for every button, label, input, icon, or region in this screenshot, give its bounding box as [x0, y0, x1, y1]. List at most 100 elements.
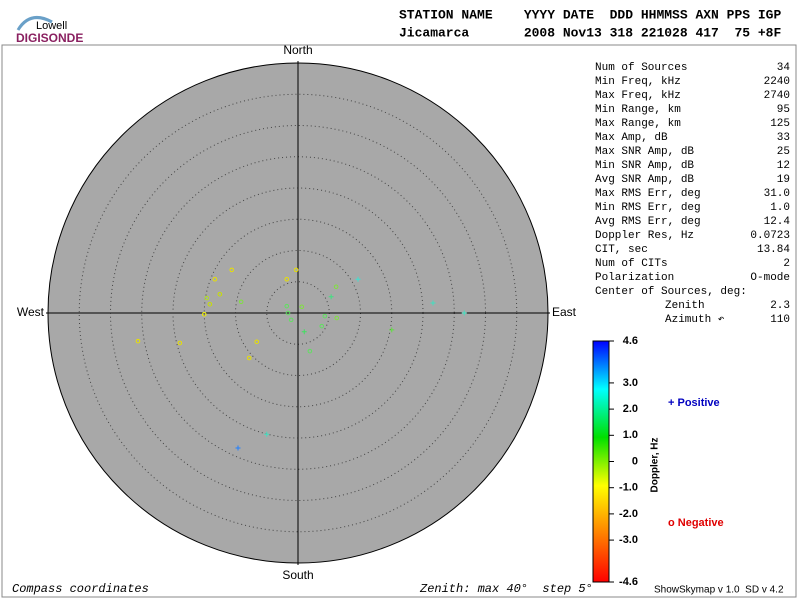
stat-value: 13.84 [757, 244, 790, 256]
source-point [177, 340, 183, 346]
footer-left: Compass coordinates [12, 582, 149, 596]
source-point [284, 276, 290, 282]
stat-label: Min Range, km [595, 104, 681, 116]
source-point [288, 317, 294, 323]
circle-marker [135, 338, 141, 344]
stat-value: 19 [777, 174, 790, 186]
source-point [299, 304, 305, 310]
colorbar-tick-label: -3.0 [619, 534, 638, 546]
stat-value: 2 [783, 258, 790, 270]
source-point [285, 310, 291, 316]
stat-label: Max Amp, dB [595, 132, 668, 144]
stat-value: O-mode [750, 272, 790, 284]
stat-label: Azimuth ↶ [665, 314, 725, 326]
colorbar-tick-label: 3.0 [623, 377, 638, 389]
circle-marker [284, 303, 290, 309]
stat-label: Polarization [595, 272, 674, 284]
source-point [389, 327, 395, 333]
source-point [307, 348, 313, 354]
stat-value: 0.0723 [750, 230, 790, 242]
circle-marker [207, 301, 213, 307]
source-point [201, 311, 207, 317]
source-point [461, 310, 467, 316]
direction-label: West [17, 305, 45, 319]
stat-value: 2740 [764, 90, 790, 102]
stat-value: 110 [770, 314, 790, 326]
circle-marker [333, 284, 339, 290]
source-point [328, 294, 334, 300]
circle-marker [299, 304, 305, 310]
stat-value: 1.0 [770, 202, 790, 214]
stat-label: Min RMS Err, deg [595, 202, 701, 214]
logo-top: Lowell [36, 20, 67, 32]
source-point [355, 276, 361, 282]
circle-marker [229, 267, 235, 273]
stat-label: Min SNR Amp, dB [595, 160, 694, 172]
stat-label: Min Freq, kHz [595, 76, 681, 88]
source-point [254, 339, 260, 345]
stat-value: 12.4 [764, 216, 791, 228]
circle-marker [334, 315, 340, 321]
stat-value: 12 [777, 160, 790, 172]
colorbar-tick-label: 4.6 [623, 335, 638, 347]
source-point [246, 355, 252, 361]
stat-value: 95 [777, 104, 790, 116]
source-point [322, 313, 328, 319]
logo-bottom: DIGISONDE [16, 31, 83, 45]
colorbar-tick-label: 2.0 [623, 403, 638, 415]
legend-negative: o Negative [668, 517, 724, 529]
circle-marker [288, 317, 294, 323]
stat-label: Max Range, km [595, 118, 681, 130]
source-point [319, 323, 325, 329]
source-point [430, 300, 436, 306]
header-labels: STATION NAME YYYY DATE DDD HHMMSS AXN PP… [399, 7, 781, 22]
circle-marker [307, 348, 313, 354]
colorbar [592, 340, 610, 583]
frame [1, 44, 797, 598]
source-point [333, 284, 339, 290]
circle-marker [284, 276, 290, 282]
stat-label: Max Freq, kHz [595, 90, 681, 102]
stat-value: 34 [777, 62, 791, 74]
colorbar-tick-label: -2.0 [619, 508, 638, 520]
stat-value: 2240 [764, 76, 790, 88]
circle-marker [254, 339, 260, 345]
header-values: Jicamarca 2008 Nov13 318 221028 417 75 +… [399, 25, 781, 40]
stat-label: Num of Sources [595, 62, 687, 74]
stat-label: Center of Sources, deg: [595, 286, 747, 298]
legend-positive: + Positive [668, 397, 720, 409]
colorbar-tick-label: 0 [632, 455, 638, 467]
source-point [238, 299, 244, 305]
source-point [235, 445, 241, 451]
colorbar-title: Doppler, Hz [650, 437, 661, 492]
logo-arc [16, 16, 53, 31]
source-point [229, 267, 235, 273]
stat-label: Doppler Res, Hz [595, 230, 694, 242]
stat-label: Avg SNR Amp, dB [595, 174, 694, 186]
colorbar-tick-label: -1.0 [619, 482, 638, 494]
circle-marker [246, 355, 252, 361]
stat-value: 31.0 [764, 188, 790, 200]
circle-marker [217, 291, 223, 297]
footer-middle: Zenith: max 40° step 5° [419, 582, 593, 596]
source-point [334, 315, 340, 321]
circle-marker [201, 311, 207, 317]
stat-value: 33 [777, 132, 790, 144]
circle-marker [212, 276, 218, 282]
stat-label: Max SNR Amp, dB [595, 146, 694, 158]
stat-label: CIT, sec [595, 244, 648, 256]
colorbar-tick-label: -4.6 [619, 576, 638, 588]
direction-label: East [552, 305, 577, 319]
source-point [264, 431, 270, 437]
stat-label: Max RMS Err, deg [595, 188, 701, 200]
stat-value: 25 [777, 146, 790, 158]
source-point [301, 329, 307, 335]
direction-label: North [283, 43, 312, 57]
footer-right: ShowSkymap v 1.0 SD v 4.2 [654, 585, 784, 596]
stat-label: Avg RMS Err, deg [595, 216, 701, 228]
circle-marker [319, 323, 325, 329]
circle-marker [322, 313, 328, 319]
source-point [207, 301, 213, 307]
